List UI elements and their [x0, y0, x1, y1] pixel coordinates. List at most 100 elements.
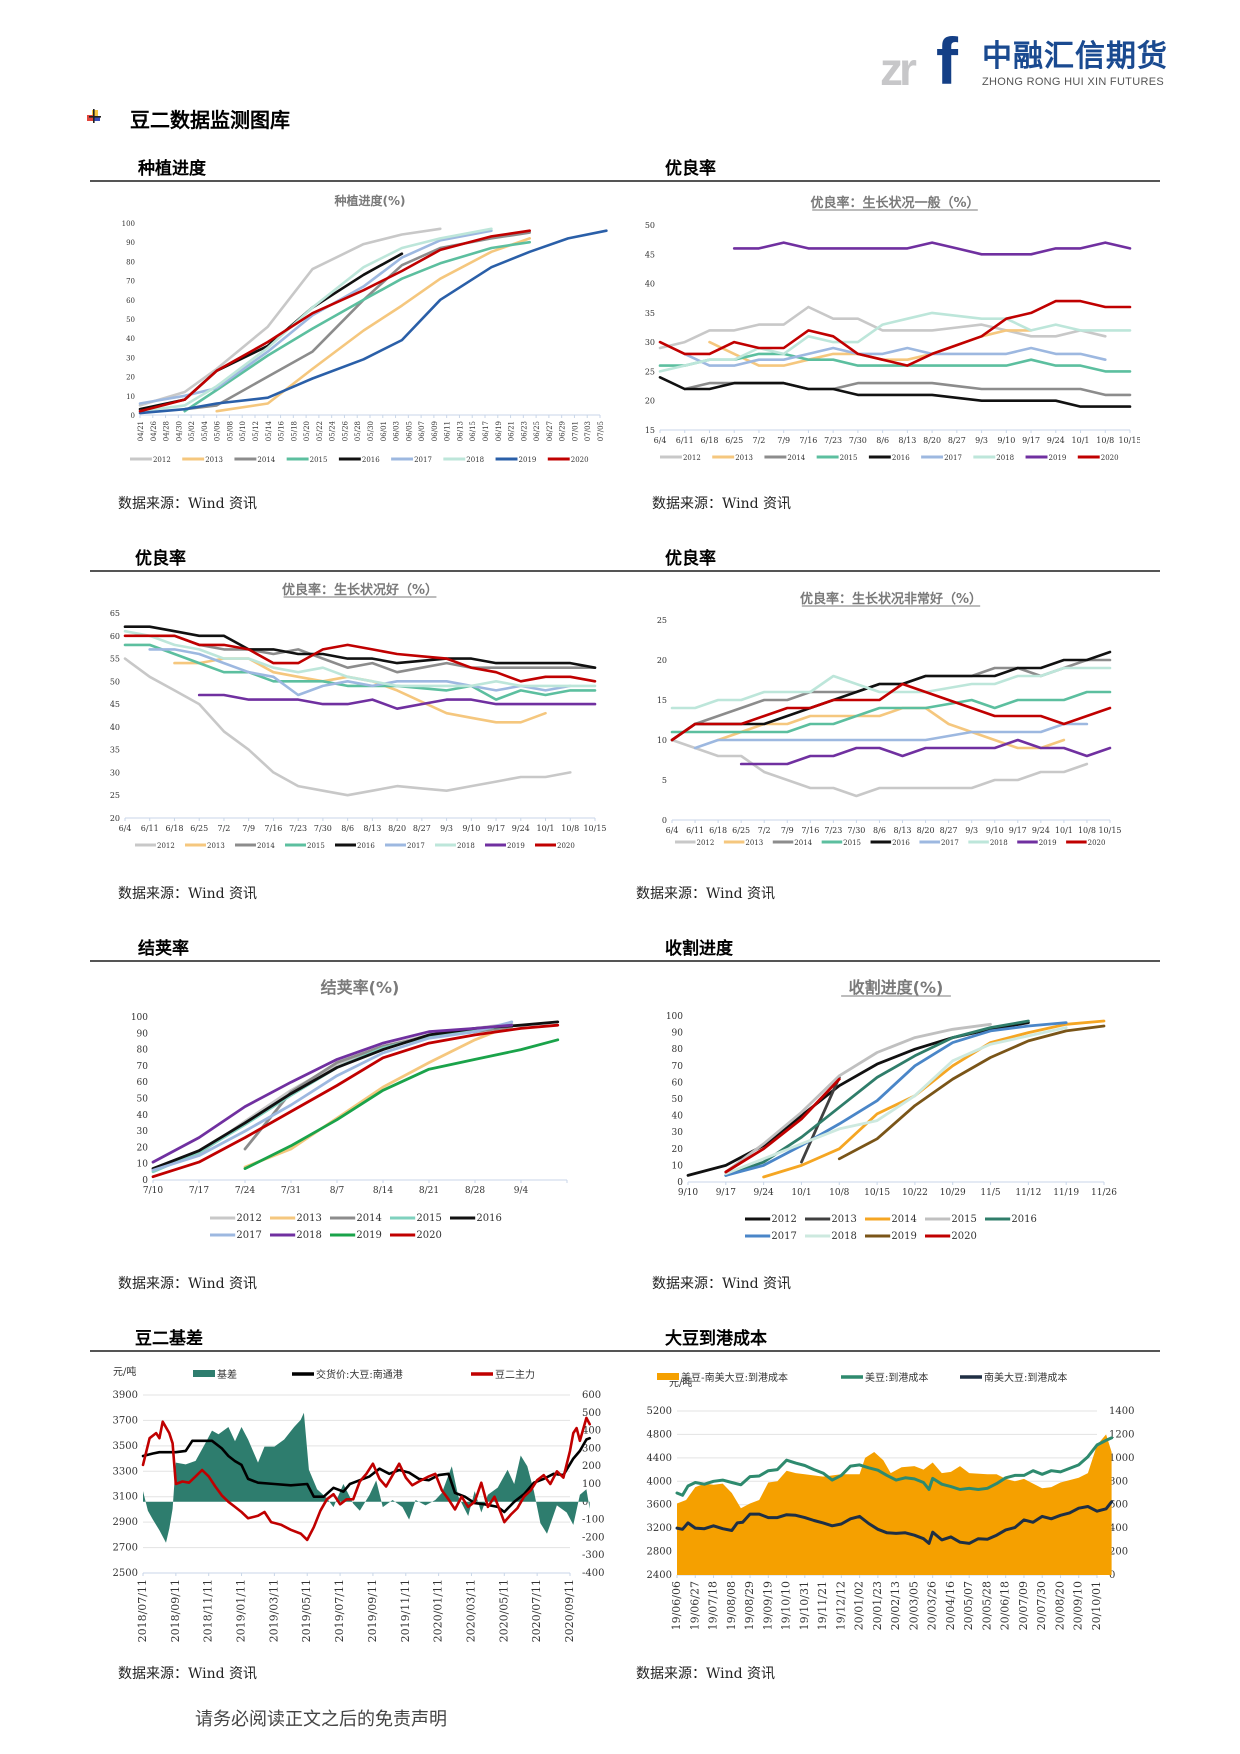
x-tick-label: 10/1 [537, 824, 555, 833]
line-2019 [243, 1038, 560, 1170]
x-tick-label: 06/15 [469, 421, 477, 441]
section-divider [90, 960, 1160, 962]
y-tick-label: 15 [657, 696, 667, 705]
x-tick-label: 2019/01/11 [235, 1579, 248, 1642]
x-tick-label: 9/17 [1022, 436, 1040, 445]
x-tick-label: 8/6 [341, 824, 354, 833]
x-tick-label: 7/30 [847, 826, 865, 835]
legend-label: 2013 [745, 839, 763, 847]
line-2019 [138, 229, 608, 415]
y-tick-label: 2400 [647, 1570, 672, 1581]
y-tick-label: 3300 [113, 1466, 138, 1477]
section-title-basis: 豆二基差 [135, 1329, 203, 1349]
y2-tick-label: 0 [582, 1497, 588, 1508]
x-tick-label: 07/01 [571, 421, 579, 441]
legend-label: 2012 [683, 454, 701, 462]
y-tick-label: 5200 [647, 1406, 672, 1417]
y-tick-label: 40 [645, 280, 655, 289]
line-2013 [800, 1076, 841, 1164]
legend-label: 2012 [697, 839, 715, 847]
y-tick-label: 40 [672, 1112, 684, 1122]
y-tick-label: 50 [110, 677, 120, 686]
y-tick-label: 90 [126, 239, 135, 247]
x-tick-label: 10/29 [940, 1188, 966, 1198]
section-divider [90, 180, 1160, 182]
y-tick-label: 20 [126, 374, 135, 382]
x-tick-label: 05/08 [226, 421, 234, 441]
x-tick-label: 2018/11/11 [202, 1579, 215, 1642]
y-tick-label: 30 [110, 768, 120, 777]
x-tick-label: 04/30 [175, 421, 183, 441]
x-tick-label: 7/9 [781, 826, 794, 835]
chart-pod-setting: 结荚率(%) 0 10 20 30 40 50 60 70 80 90 100 7/10 7/17 7/24… [110, 965, 610, 1245]
x-tick-label: 7/16 [799, 436, 817, 445]
x-tick-label: 05/18 [290, 421, 298, 441]
x-tick-label: 20/05/28 [980, 1581, 993, 1630]
x-tick-label: 20/07/09 [1017, 1581, 1030, 1630]
line-2016 [670, 650, 1112, 742]
y-tick-label: 3900 [113, 1390, 138, 1401]
legend-label: 2014 [787, 454, 805, 462]
y2-tick-label: 300 [582, 1443, 601, 1454]
x-tick-label: 2020/03/11 [464, 1579, 477, 1642]
line-series [141, 1416, 591, 1542]
chart-condition-excellent: 优良率：生长状况非常好（%） 0 5 10 15 20 25 6/4 6/11 6/18 6/25 7… [620, 575, 1140, 860]
legend-label: 豆二主力 [495, 1368, 535, 1381]
x-tick-label: 06/19 [495, 421, 503, 441]
y2-tick-label: 800 [1109, 1476, 1128, 1487]
y-tick-label: 10 [126, 393, 135, 401]
y-tick-label: 2700 [113, 1543, 138, 1554]
y-tick-label: 25 [110, 791, 120, 800]
x-tick-label: 19/06/06 [670, 1581, 683, 1630]
y-tick-label: 60 [137, 1078, 149, 1088]
section-title-condition-excellent: 优良率 [665, 549, 716, 569]
x-tick-label: 11/5 [980, 1188, 1000, 1198]
x-tick-label: 2019/05/11 [300, 1579, 313, 1642]
legend-label: 2012 [236, 1213, 261, 1224]
x-tick-label: 9/10 [678, 1188, 698, 1198]
data-source-note: 数据来源：Wind 资讯 [636, 1666, 776, 1682]
legend-label: 2017 [407, 842, 425, 850]
y-tick-label: 50 [126, 316, 135, 324]
y-tick-label: 40 [110, 723, 120, 732]
x-tick-label: 20/03/05 [907, 1581, 920, 1630]
line-2017 [138, 229, 493, 405]
x-tick-label: 8/20 [388, 824, 406, 833]
x-tick-label: 9/17 [1009, 826, 1027, 835]
chart-import-cost: 2400 2800 3200 3600 4000 4400 4800 5200 0 200 400 6… [620, 1355, 1140, 1645]
x-tick-label: 19/07/18 [707, 1581, 720, 1630]
page-title: 豆二数据监测图库 [130, 108, 290, 132]
y-tick-label: 55 [110, 655, 120, 664]
x-tick-label: 6/25 [190, 824, 208, 833]
logo-company-name-cn: 中融汇信期货 [982, 39, 1168, 74]
section-divider [90, 570, 1160, 572]
x-tick-label: 10/15 [583, 824, 606, 833]
x-tick-label: 9/24 [1047, 436, 1065, 445]
y2-tick-label: 200 [1109, 1547, 1128, 1558]
x-tick-label: 05/16 [278, 420, 286, 441]
y2-tick-label: 0 [1109, 1570, 1115, 1581]
chart-condition-good-svg: 优良率：生长状况好（%） 20 25 30 35 40 45 50 55 60 65 6/4 6/11 6… [110, 582, 607, 850]
x-tick-label: 7/9 [242, 824, 255, 833]
legend-label: 2018 [990, 839, 1008, 847]
y-tick-label: 25 [645, 367, 655, 376]
line-2019 [739, 738, 1112, 766]
line-2014 [683, 381, 1132, 397]
line-2014 [148, 634, 597, 674]
y-tick-label: 3200 [647, 1523, 672, 1534]
legend-label: 2019 [891, 1231, 916, 1242]
y-tick-label: 3700 [113, 1415, 138, 1426]
legend-label: 2017 [941, 839, 959, 847]
x-tick-label: 05/06 [214, 420, 222, 441]
x-tick-label: 2018/07/11 [136, 1579, 149, 1642]
y-tick-label: 4400 [647, 1453, 672, 1464]
x-tick-label: 06/09 [431, 421, 439, 441]
x-tick-label: 9/24 [512, 824, 530, 833]
y-tick-label: 20 [645, 397, 655, 406]
legend-label: 交货价:大豆:南通港 [316, 1368, 403, 1381]
line-2015 [123, 643, 597, 701]
legend-label: 2018 [466, 456, 484, 464]
line-2012 [686, 1021, 1030, 1177]
x-tick-label: 05/26 [341, 420, 349, 441]
x-tick-label: 8/6 [873, 826, 886, 835]
